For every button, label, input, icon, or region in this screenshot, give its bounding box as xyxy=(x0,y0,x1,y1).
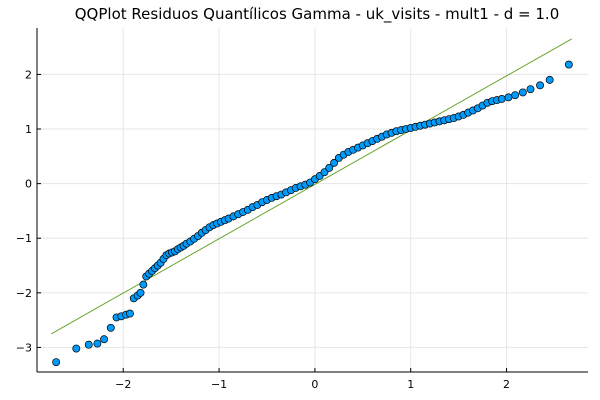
x-tick-label: −1 xyxy=(211,378,227,391)
data-point xyxy=(126,309,134,318)
x-tick-label: −2 xyxy=(115,378,131,391)
grid xyxy=(37,28,588,372)
y-tick-label: −3 xyxy=(16,341,32,354)
data-point xyxy=(72,344,81,353)
data-point xyxy=(511,91,520,100)
data-point xyxy=(536,81,545,90)
data-point xyxy=(504,93,513,102)
y-tick-label: −2 xyxy=(16,287,32,300)
data-point xyxy=(100,335,109,344)
x-tick-label: 0 xyxy=(311,378,318,391)
data-point xyxy=(52,358,61,367)
data-point xyxy=(325,163,334,172)
data-point xyxy=(564,60,573,69)
y-ticks: −3 −2 −1 0 1 2 xyxy=(16,68,41,354)
y-tick-label: 2 xyxy=(25,68,32,81)
x-tick-label: 1 xyxy=(407,378,414,391)
reference-line-layer xyxy=(51,38,572,335)
data-point xyxy=(518,88,527,97)
data-point xyxy=(545,75,554,84)
axes xyxy=(36,28,588,373)
x-tick-label: 2 xyxy=(503,378,510,391)
y-tick-label: −1 xyxy=(16,232,32,245)
data-point xyxy=(93,339,102,348)
chart-title: QQPlot Residuos Quantílicos Gamma - uk_v… xyxy=(75,5,560,24)
data-point xyxy=(136,288,145,297)
data-point xyxy=(526,85,535,94)
points-layer xyxy=(52,60,573,367)
x-ticks: −2 −1 0 1 2 xyxy=(115,368,510,391)
y-tick-label: 1 xyxy=(25,123,32,136)
data-point xyxy=(139,280,148,289)
y-tick-label: 0 xyxy=(25,178,32,191)
reference-line xyxy=(51,38,572,335)
data-point xyxy=(84,340,93,349)
data-point xyxy=(497,95,506,103)
data-point xyxy=(106,323,115,332)
data-point xyxy=(330,158,339,167)
